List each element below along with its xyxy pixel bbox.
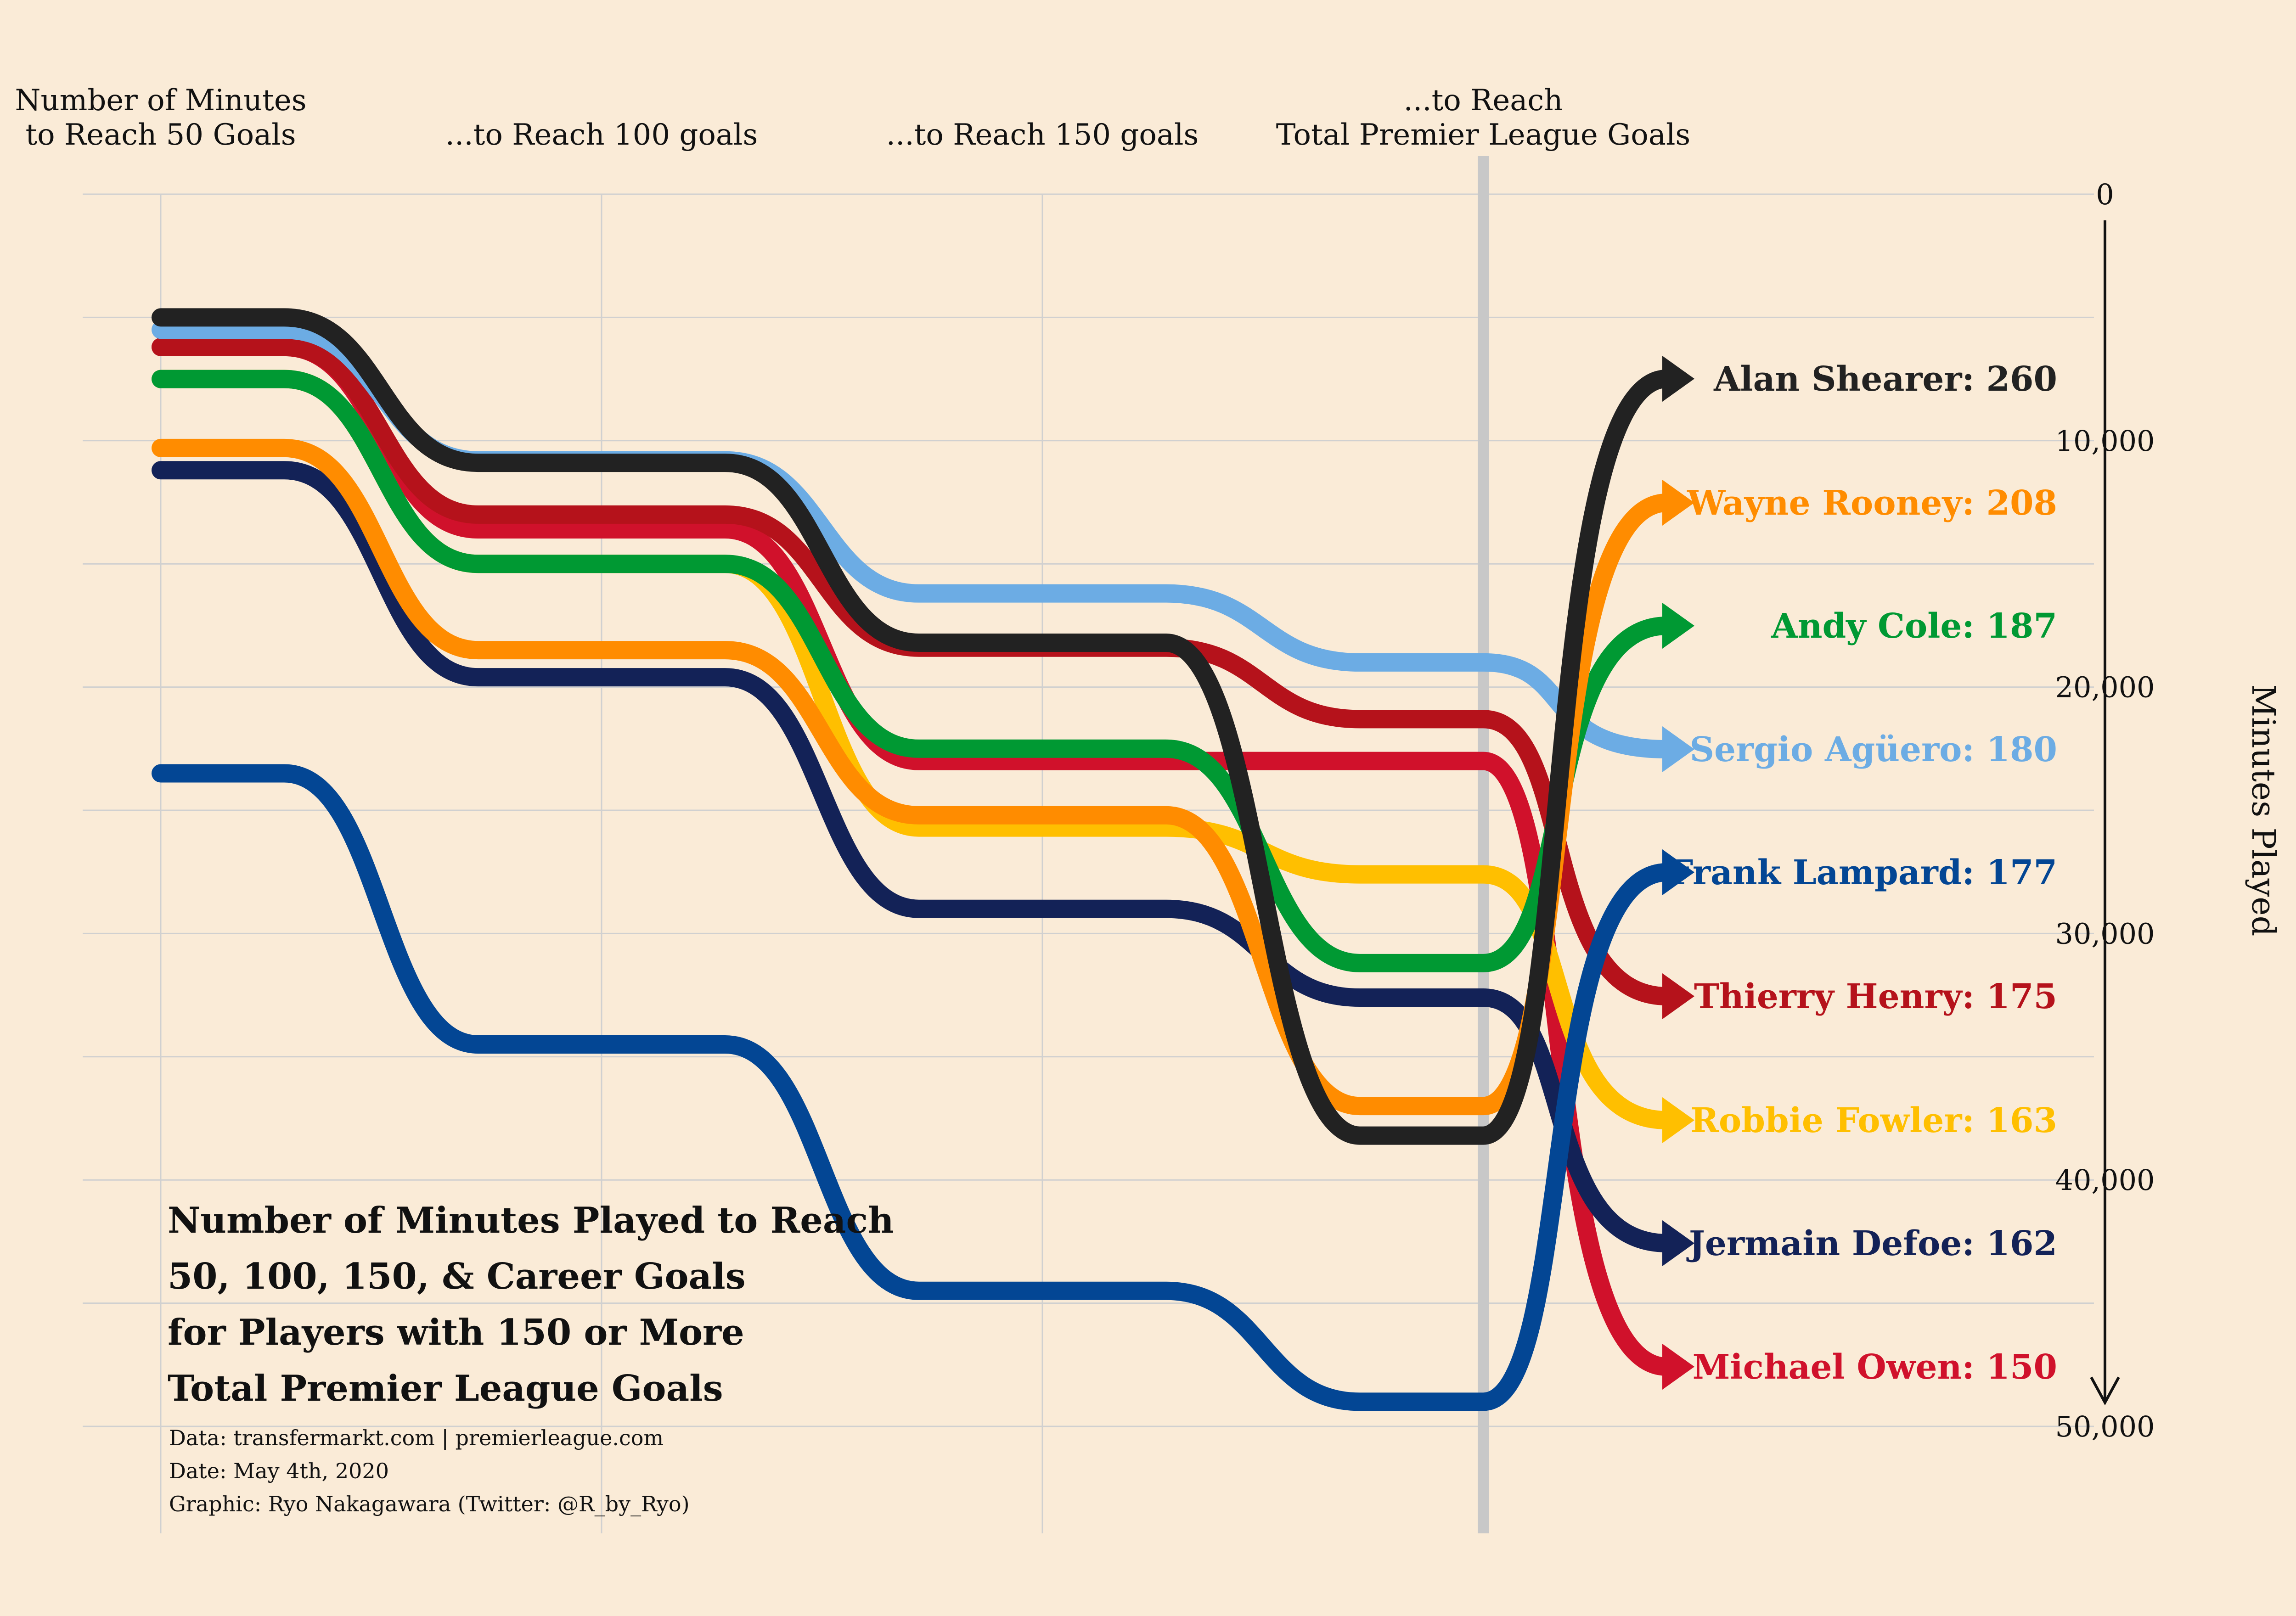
arrowhead-frank-lampard [1662,849,1694,895]
series-line-jermain-defoe [152,461,1676,1252]
arrowhead-michael-owen [1662,1344,1694,1390]
series-line-frank-lampard [152,764,1676,1411]
player-label-andy-cole: Andy Cole: 187 [1771,606,2057,646]
arrowhead-wayne-rooney [1662,480,1694,526]
player-label-robbie-fowler: Robbie Fowler: 163 [1690,1101,2057,1140]
chart-title-line: Total Premier League Goals [168,1368,723,1409]
y-axis-title: Minutes Played [2245,685,2282,937]
final-marker-bar [1478,156,1489,1533]
y-tick-label: 10,000 [2055,424,2155,458]
chart-title: Number of Minutes Played to Reach 50, 100… [168,1200,894,1409]
player-label-alan-shearer: Alan Shearer: 260 [1713,359,2057,399]
arrowhead-robbie-fowler [1662,1097,1694,1143]
category-label: ...to Reach 150 goals [886,118,1199,152]
arrowhead-sergio-aguero [1662,726,1694,772]
chart-title-line: 50, 100, 150, & Career Goals [168,1256,746,1297]
arrowhead-alan-shearer [1662,356,1694,402]
player-label-jermain-defoe: Jermain Defoe: 162 [1686,1224,2057,1263]
chart-caption-line: Graphic: Ryo Nakagawara (Twitter: @R_by_… [169,1492,690,1516]
category-labels: Number of Minutes to Reach 50 Goals ...to … [15,84,1690,152]
player-label-wayne-rooney: Wayne Rooney: 208 [1687,483,2057,523]
player-label-michael-owen: Michael Owen: 150 [1693,1347,2057,1387]
chart-title-line: Number of Minutes Played to Reach [168,1200,894,1241]
chart-caption-line: Data: transfermarkt.com | premierleague.… [169,1425,664,1450]
arrowhead-jermain-defoe [1662,1220,1694,1266]
category-label: Number of Minutes to Reach 50 Goals [15,84,306,152]
player-label-sergio-aguero: Sergio Agüero: 180 [1690,730,2057,769]
player-label-frank-lampard: Frank Lampard: 177 [1669,853,2057,892]
y-axis: 0 10,000 20,000 30,000 40,000 50,000 Minutes P… [2055,178,2282,1443]
series-line-alan-shearer [152,308,1676,1145]
chart-caption: Data: transfermarkt.com | premierleague.… [169,1425,690,1516]
series-lines [152,308,1694,1411]
y-tick-label: 0 [2096,178,2114,211]
arrowhead-thierry-henry [1662,973,1694,1019]
arrowhead-andy-cole [1662,603,1694,649]
y-tick-label: 40,000 [2055,1163,2155,1197]
y-axis-arrow [2090,1376,2120,1406]
category-label: ...to Reach 100 goals [445,118,758,152]
chart-title-line: for Players with 150 or More [168,1312,744,1353]
chart-caption-line: Date: May 4th, 2020 [169,1459,389,1483]
player-labels: Alan Shearer: 260 Wayne Rooney: 208 Andy C… [1669,359,2057,1387]
category-label: ...to Reach Total Premier League Goals [1276,84,1691,152]
player-label-thierry-henry: Thierry Henry: 175 [1694,977,2057,1016]
y-tick-label: 30,000 [2055,917,2155,950]
y-tick-label: 20,000 [2055,671,2155,704]
y-tick-label: 50,000 [2055,1410,2155,1443]
